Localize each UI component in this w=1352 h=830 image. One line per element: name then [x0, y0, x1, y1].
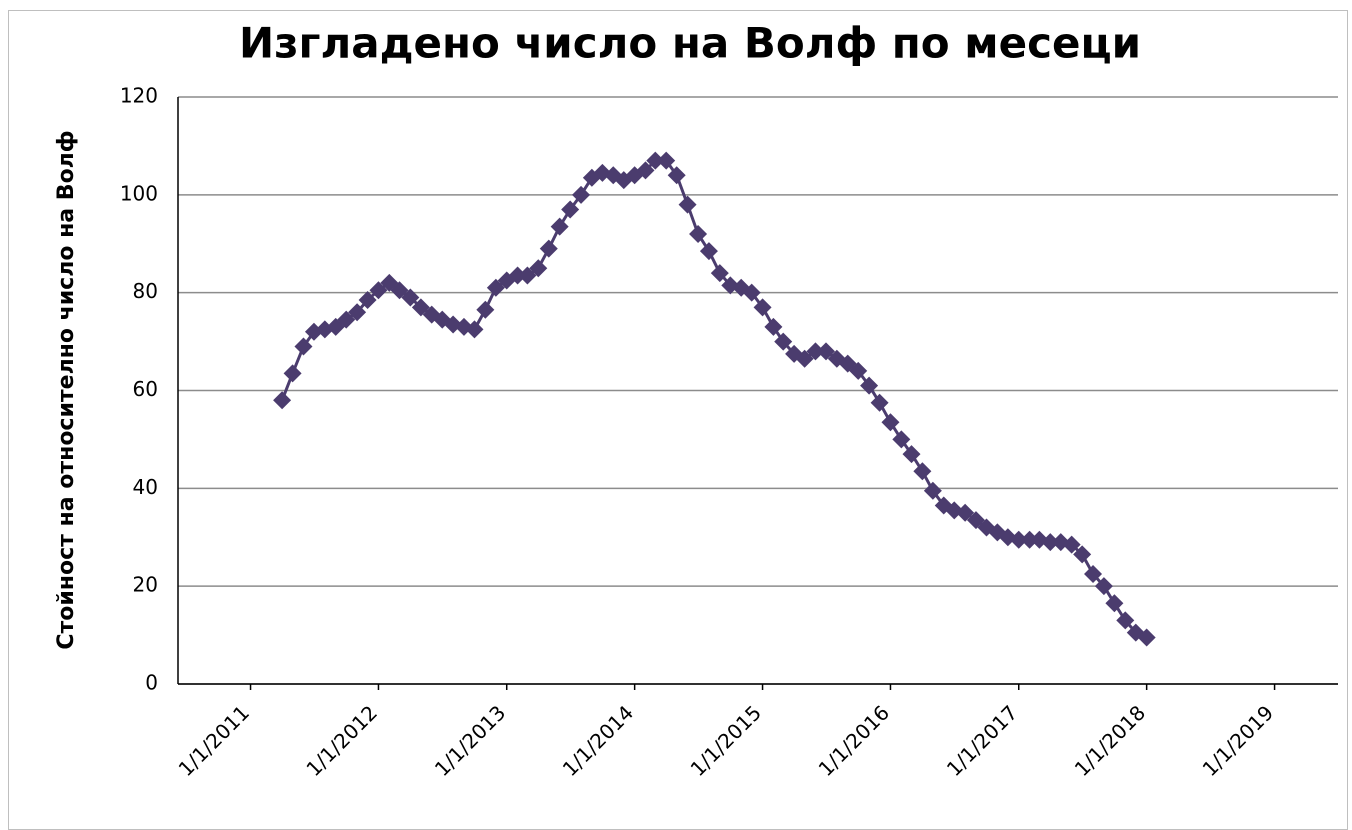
- data-point: [816, 342, 835, 361]
- data-point: [1020, 530, 1039, 549]
- data-point: [411, 298, 430, 317]
- data-point: [508, 266, 527, 285]
- data-point: [870, 393, 889, 412]
- data-point: [476, 300, 495, 319]
- data-point: [497, 271, 516, 290]
- data-point: [806, 342, 825, 361]
- data-point: [465, 320, 484, 339]
- y-tick-label: 80: [133, 279, 158, 303]
- data-point: [1137, 628, 1156, 647]
- x-tick-label: 1/1/2015: [686, 701, 766, 781]
- data-line: [280, 159, 1148, 639]
- data-point: [849, 361, 868, 380]
- y-tick-label: 40: [133, 475, 158, 499]
- data-point: [294, 337, 313, 356]
- data-point: [561, 200, 580, 219]
- data-point: [348, 303, 367, 322]
- data-point: [358, 291, 377, 310]
- y-tick-label: 100: [120, 181, 158, 205]
- data-point: [1041, 533, 1060, 552]
- data-point: [401, 288, 420, 307]
- data-point: [337, 310, 356, 329]
- data-point: [923, 481, 942, 500]
- x-tick-label: 1/1/2018: [1070, 701, 1150, 781]
- data-point: [646, 151, 665, 170]
- data-point: [795, 349, 814, 368]
- data-point: [699, 242, 718, 261]
- data-point: [678, 195, 697, 214]
- y-tick-label: 0: [145, 671, 158, 695]
- data-point: [572, 185, 591, 204]
- x-tick-label: 1/1/2013: [430, 701, 510, 781]
- x-tick-label: 1/1/2011: [174, 701, 254, 781]
- data-point: [764, 317, 783, 336]
- data-point: [710, 264, 729, 283]
- x-tick-label: 1/1/2017: [942, 701, 1022, 781]
- data-point: [390, 281, 409, 300]
- data-point: [636, 161, 655, 180]
- data-point: [1084, 564, 1103, 583]
- data-point: [742, 283, 761, 302]
- data-point: [1009, 530, 1028, 549]
- data-point: [774, 332, 793, 351]
- y-tick-label: 60: [133, 377, 158, 401]
- y-tick-label: 120: [120, 84, 158, 108]
- data-point: [689, 224, 708, 243]
- chart-title: Изгладено число на Волф по месеци: [239, 19, 1141, 68]
- data-point: [369, 281, 388, 300]
- data-point: [753, 298, 772, 317]
- data-point: [881, 413, 900, 432]
- data-point: [550, 217, 569, 236]
- data-point: [1116, 611, 1135, 630]
- x-tick-label: 1/1/2016: [814, 701, 894, 781]
- data-point: [1062, 535, 1081, 554]
- data-point: [1105, 594, 1124, 613]
- data-point: [902, 445, 921, 464]
- data-point: [273, 391, 292, 410]
- data-point: [518, 266, 537, 285]
- data-point: [283, 364, 302, 383]
- data-point: [539, 239, 558, 258]
- data-point: [667, 166, 686, 185]
- data-point: [1073, 545, 1092, 564]
- data-point: [529, 259, 548, 278]
- x-tick-label: 1/1/2014: [558, 701, 638, 781]
- data-point: [657, 151, 676, 170]
- x-tick-label: 1/1/2019: [1198, 701, 1278, 781]
- data-point: [486, 278, 505, 297]
- data-point: [913, 462, 932, 481]
- data-point: [1094, 577, 1113, 596]
- data-point: [956, 503, 975, 522]
- data-point: [892, 430, 911, 449]
- x-tick-label: 1/1/2012: [302, 701, 382, 781]
- y-tick-label: 20: [133, 573, 158, 597]
- data-point: [860, 376, 879, 395]
